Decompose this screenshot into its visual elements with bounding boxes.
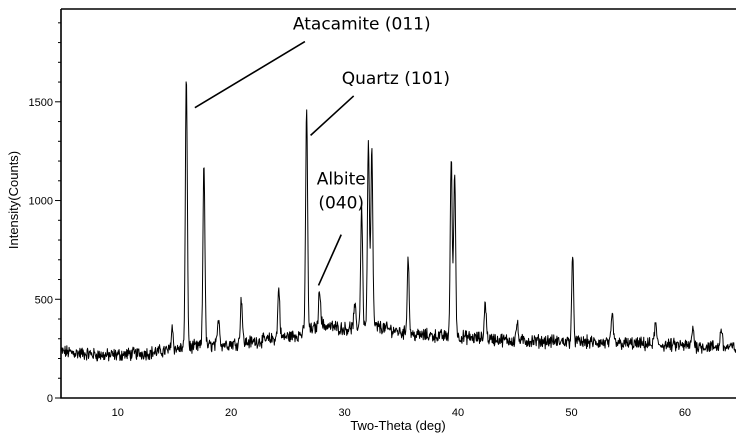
- annotation-label: (040): [318, 194, 364, 214]
- annotation-0: Atacamite (011): [194, 15, 431, 109]
- annotation-label: Atacamite (011): [293, 15, 431, 35]
- x-axis-title: Two-Theta (deg): [350, 418, 445, 433]
- annotation-label: Quartz (101): [342, 69, 450, 89]
- x-tick-label: 10: [112, 407, 124, 419]
- x-tick-label: 30: [338, 407, 350, 419]
- x-tick-label: 60: [679, 407, 691, 419]
- y-axis-title: Intensity(Counts): [6, 151, 21, 249]
- y-tick-label: 500: [35, 294, 53, 306]
- annotation-leader-line: [310, 95, 355, 136]
- annotation-1: Quartz (101): [310, 69, 450, 136]
- y-tick-label: 0: [47, 393, 53, 405]
- y-tick-label: 1500: [29, 97, 53, 109]
- annotation-2: Albite (040): [317, 170, 366, 286]
- peak-annotations: Atacamite (011) Quartz (101) Albite (040): [194, 15, 450, 286]
- annotation-leader-line: [194, 40, 306, 109]
- y-tick-label: 1000: [29, 196, 53, 208]
- annotation-leader-line: [317, 234, 342, 286]
- y-axis-ticks: 0 500 1000 1500: [29, 22, 61, 405]
- x-axis-ticks: 10 20 30 40 50 60: [112, 407, 691, 419]
- x-tick-label: 40: [452, 407, 464, 419]
- intensity-trace: [60, 81, 736, 362]
- x-tick-label: 20: [225, 407, 237, 419]
- annotation-label: Albite: [317, 170, 366, 190]
- x-tick-label: 50: [565, 407, 577, 419]
